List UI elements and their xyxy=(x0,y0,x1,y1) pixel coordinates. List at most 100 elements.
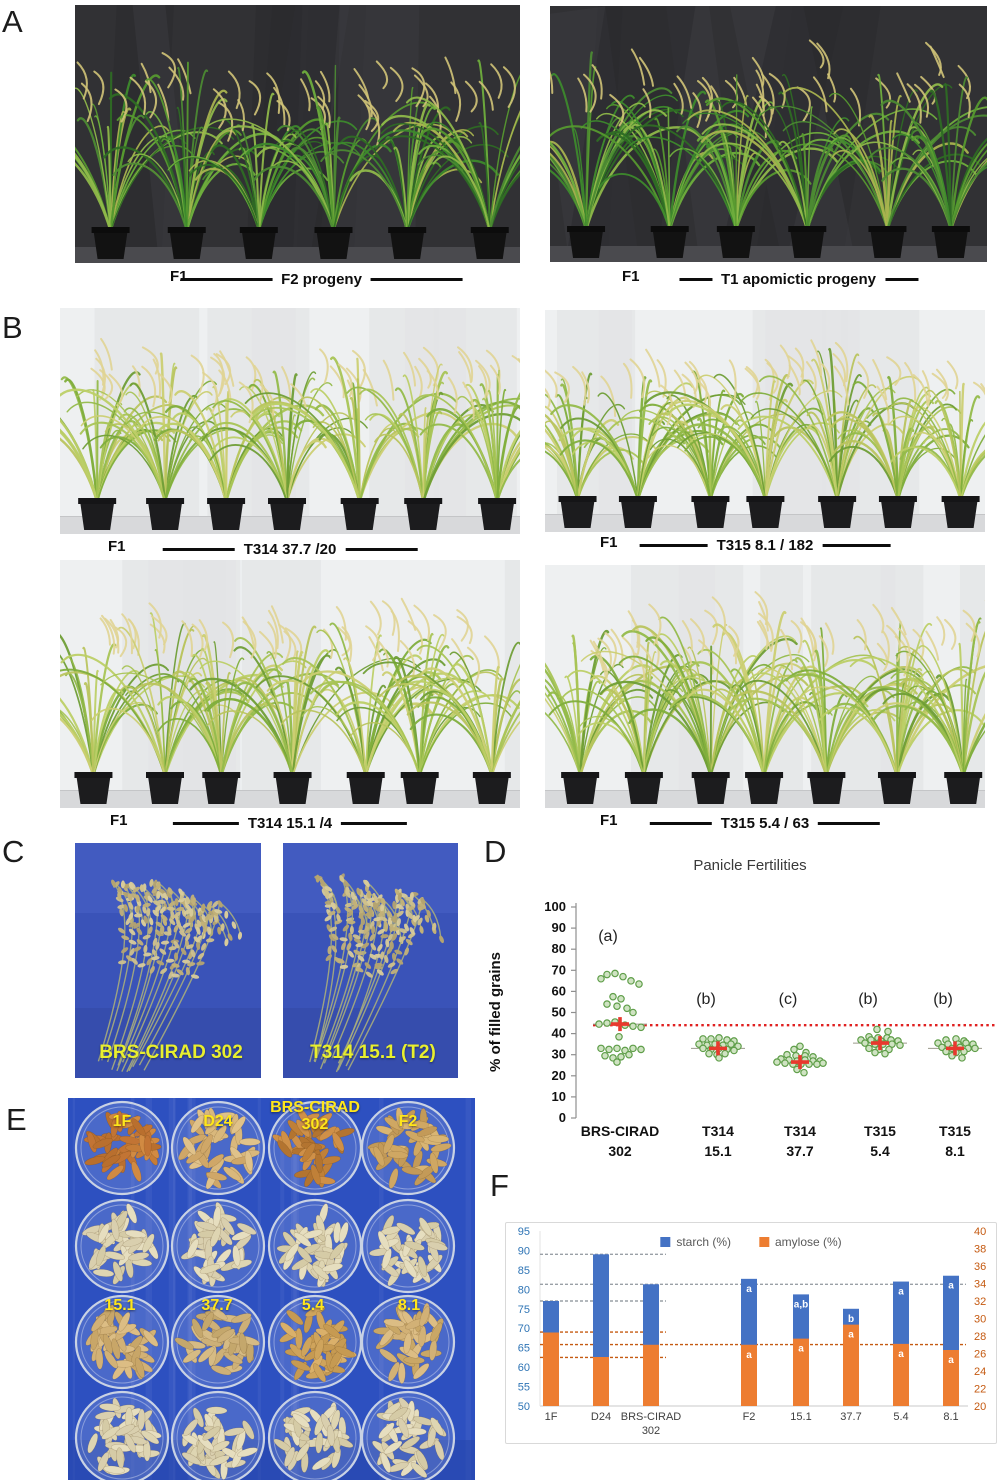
svg-text:a: a xyxy=(746,1350,752,1361)
caption-f1: F1 xyxy=(600,534,618,551)
panel-e-letter: E xyxy=(6,1102,27,1137)
svg-text:70: 70 xyxy=(552,962,566,977)
caption-line xyxy=(162,547,235,551)
svg-text:30: 30 xyxy=(974,1314,986,1326)
caption-line xyxy=(639,543,708,547)
svg-text:5.4: 5.4 xyxy=(893,1411,908,1423)
photo-panicle-brs-cirad-302 xyxy=(75,843,261,1078)
svg-text:20: 20 xyxy=(974,1401,986,1413)
svg-text:a,b: a,b xyxy=(794,1299,808,1310)
svg-text:T315: T315 xyxy=(939,1123,971,1139)
caption-f1: F1 xyxy=(600,812,618,829)
svg-text:302: 302 xyxy=(642,1425,660,1437)
svg-text:T315: T315 xyxy=(864,1123,896,1139)
svg-text:26: 26 xyxy=(974,1349,986,1361)
photo-t315-5-4-plants xyxy=(545,565,985,808)
svg-text:20: 20 xyxy=(552,1068,566,1083)
svg-text:40: 40 xyxy=(552,1026,566,1041)
svg-text:10: 10 xyxy=(552,1089,566,1104)
caption-f1: F1 xyxy=(170,268,188,285)
caption-line xyxy=(649,821,712,825)
caption-line xyxy=(180,277,273,281)
caption-b4: F1 T315 5.4 / 63 xyxy=(545,812,985,834)
svg-text:1F: 1F xyxy=(545,1411,558,1423)
svg-text:40: 40 xyxy=(974,1226,986,1238)
caption-label: T314 37.7 /20 xyxy=(243,540,337,558)
starch-amylose-bar-chart: 50 55 60 65 70 75 80 85 90 95 20 22 24 26 28 30 32 34 36 38… xyxy=(518,1226,987,1437)
svg-text:a: a xyxy=(898,1287,904,1298)
caption-label: T315 5.4 / 63 xyxy=(720,814,810,832)
svg-text:28: 28 xyxy=(974,1331,986,1343)
panel-f-letter: F xyxy=(490,1168,509,1203)
caption-line xyxy=(678,277,712,281)
panicle-fertility-scatter-chart: 0 10 20 30 40 50 60 70 80 90 100 (a) BRS-CIRAD 302 (b)… xyxy=(544,899,995,1159)
legend-item-starch: starch (%) xyxy=(660,1235,731,1249)
svg-text:T314: T314 xyxy=(702,1123,734,1139)
svg-text:a: a xyxy=(948,1355,954,1366)
panicle-fertility-y-axis-label: % of filled grains xyxy=(487,952,504,1073)
caption-a-right: F1 T1 apomictic progeny xyxy=(550,268,987,290)
svg-text:(a): (a) xyxy=(598,928,618,945)
svg-text:b: b xyxy=(848,1314,854,1325)
dish-label-15-1: 15.1 xyxy=(104,1297,136,1314)
caption-b3: F1 T314 15.1 /4 xyxy=(60,812,520,834)
caption-label: T314 15.1 /4 xyxy=(247,814,333,832)
panicle-fertility-chart-title: Panicle Fertilities xyxy=(693,857,807,874)
dish-label-8-1: 8.1 xyxy=(397,1297,421,1314)
svg-text:80: 80 xyxy=(518,1284,530,1296)
panicle-label-t314-15-1-t2: T314 15.1 (T2) xyxy=(310,1042,436,1063)
svg-text:0: 0 xyxy=(559,1110,566,1125)
svg-text:37.7: 37.7 xyxy=(786,1143,813,1159)
caption-label: T1 apomictic progeny xyxy=(720,270,877,288)
photo-t1-apomictic-plants xyxy=(550,6,987,262)
panicle-label-brs-cirad-302: BRS-CIRAD 302 xyxy=(99,1042,243,1063)
dish-label-f2: F2 xyxy=(398,1113,418,1130)
svg-text:38: 38 xyxy=(974,1244,986,1256)
photo-grain-dishes xyxy=(68,1098,475,1480)
caption-line xyxy=(885,277,919,281)
svg-text:a: a xyxy=(948,1281,954,1292)
svg-text:24: 24 xyxy=(974,1366,986,1378)
svg-text:75: 75 xyxy=(518,1304,530,1316)
svg-text:15.1: 15.1 xyxy=(704,1143,731,1159)
caption-line xyxy=(818,821,881,825)
dish-label-d24: D24 xyxy=(203,1113,233,1130)
caption-f1: F1 xyxy=(622,268,640,285)
caption-label: T315 8.1 / 182 xyxy=(716,536,814,554)
starch-swatch-icon xyxy=(660,1237,671,1247)
svg-text:65: 65 xyxy=(518,1343,530,1355)
caption-f1: F1 xyxy=(110,812,128,829)
svg-text:50: 50 xyxy=(518,1401,530,1413)
svg-text:80: 80 xyxy=(552,941,566,956)
photo-panicle-t314-15-1 xyxy=(283,843,458,1078)
svg-text:(b): (b) xyxy=(696,991,716,1008)
photo-t314-37-7-plants xyxy=(60,308,520,534)
svg-text:100: 100 xyxy=(544,899,566,914)
svg-text:F2: F2 xyxy=(743,1411,756,1423)
svg-text:85: 85 xyxy=(518,1265,530,1277)
amylose-swatch-icon xyxy=(759,1237,769,1247)
svg-text:BRS-CIRAD: BRS-CIRAD xyxy=(581,1123,660,1139)
svg-text:5.4: 5.4 xyxy=(870,1143,890,1159)
legend-amylose-label: amylose (%) xyxy=(775,1235,842,1249)
panel-a-letter: A xyxy=(2,4,23,39)
caption-b1: F1 T314 37.7 /20 xyxy=(60,538,520,560)
panel-b-letter: B xyxy=(2,310,23,345)
svg-text:90: 90 xyxy=(518,1245,530,1257)
svg-text:a: a xyxy=(898,1349,904,1360)
svg-text:60: 60 xyxy=(552,983,566,998)
svg-text:(b): (b) xyxy=(858,991,878,1008)
svg-text:36: 36 xyxy=(974,1261,986,1273)
svg-text:(b): (b) xyxy=(933,991,953,1008)
svg-text:55: 55 xyxy=(518,1382,530,1394)
svg-text:32: 32 xyxy=(974,1296,986,1308)
svg-text:T314: T314 xyxy=(784,1123,816,1139)
legend-item-amylose: amylose (%) xyxy=(759,1235,842,1249)
chart-legend: starch (%) amylose (%) xyxy=(660,1235,842,1249)
photo-t314-15-1-plants xyxy=(60,560,520,808)
legend-starch-label: starch (%) xyxy=(676,1235,731,1249)
svg-text:50: 50 xyxy=(552,1005,566,1020)
svg-text:a: a xyxy=(798,1344,804,1355)
svg-text:70: 70 xyxy=(518,1323,530,1335)
